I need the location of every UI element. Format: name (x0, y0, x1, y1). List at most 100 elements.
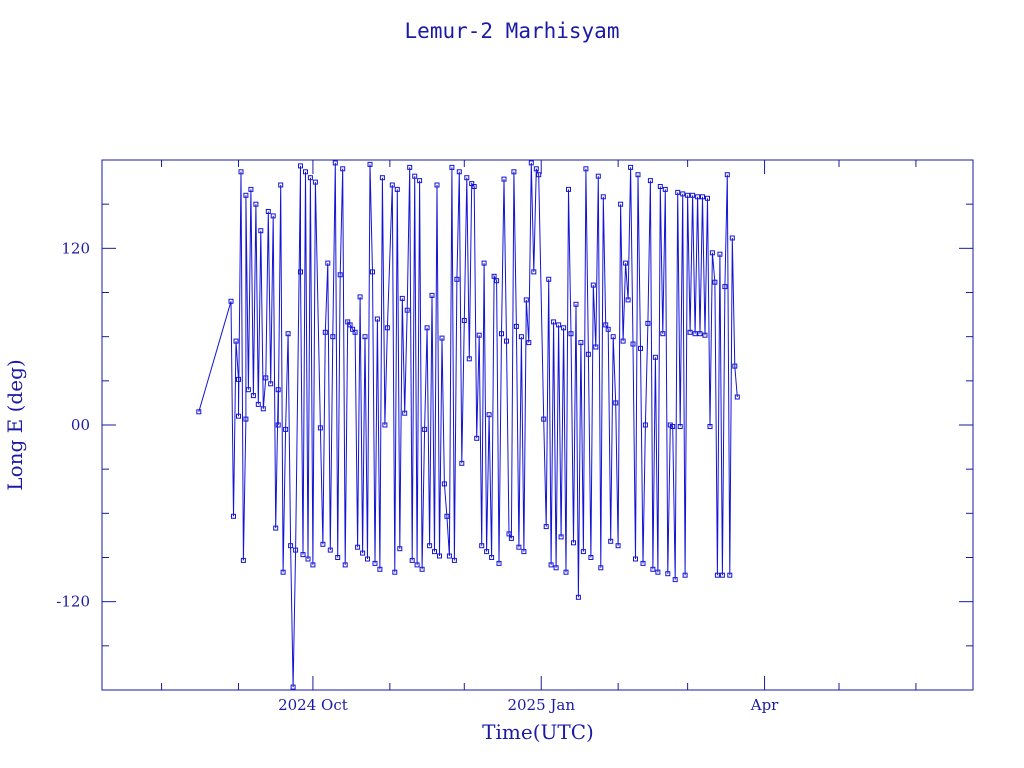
data-point (714, 572, 720, 578)
data-point (630, 341, 636, 347)
data-point (327, 547, 333, 553)
data-point (417, 178, 423, 184)
data-point (384, 325, 390, 331)
data-point (300, 552, 306, 558)
data-point (680, 191, 686, 197)
data-point (546, 276, 552, 282)
data-point (434, 182, 440, 188)
data-point (638, 345, 643, 351)
data-point (253, 201, 259, 207)
data-point (258, 228, 264, 234)
data-point (583, 166, 589, 172)
data-point (657, 184, 663, 189)
data-point (307, 175, 313, 181)
data-point (533, 166, 539, 172)
data-point (486, 412, 492, 418)
data-point (446, 553, 452, 559)
data-point (451, 557, 457, 563)
data-point (270, 213, 276, 219)
data-point (228, 298, 234, 304)
data-point (655, 569, 661, 575)
x-axis-label: Time(UTC) (482, 720, 594, 744)
data-point (692, 331, 698, 337)
data-point (553, 565, 559, 571)
x-tick-label: 2024 Oct (278, 696, 348, 714)
data-point (729, 235, 735, 241)
data-point (521, 549, 527, 555)
data-point (479, 543, 485, 549)
data-point (677, 424, 683, 429)
data-point (399, 295, 405, 301)
data-point (573, 301, 579, 307)
data-point (685, 192, 691, 198)
data-point (233, 338, 239, 344)
data-point (407, 164, 413, 170)
data-point (700, 194, 705, 200)
data-point (702, 332, 708, 338)
data-point (541, 416, 547, 422)
data-point (476, 332, 482, 338)
data-point (531, 269, 537, 275)
data-point (600, 194, 606, 200)
data-point (635, 172, 641, 178)
data-point (275, 422, 281, 428)
data-point (598, 565, 604, 571)
data-point (712, 279, 718, 285)
data-point (298, 163, 303, 169)
data-point (665, 571, 671, 577)
data-point (682, 572, 688, 578)
data-point (551, 319, 557, 325)
data-point (633, 556, 638, 562)
data-point (474, 435, 480, 441)
data-point (456, 169, 462, 175)
data-point (705, 195, 710, 201)
data-point (260, 406, 266, 412)
data-point (513, 323, 519, 329)
data-point (245, 387, 251, 393)
data-point (303, 169, 308, 175)
data-point (389, 182, 395, 188)
data-point (494, 278, 500, 284)
data-point (409, 557, 415, 563)
data-point (231, 513, 236, 519)
data-point (441, 481, 447, 487)
data-point (332, 160, 338, 166)
data-point (429, 292, 435, 298)
data-point (593, 344, 599, 350)
data-point (377, 566, 383, 572)
data-point (489, 555, 495, 560)
data-point (578, 340, 584, 346)
data-point (590, 282, 596, 288)
data-point (342, 562, 348, 568)
data-point (459, 460, 465, 466)
data-point (437, 553, 442, 559)
data-point (697, 331, 703, 337)
data-point (325, 260, 331, 266)
data-point (605, 326, 611, 332)
data-point (265, 209, 271, 214)
data-point (461, 318, 467, 323)
data-point (575, 594, 581, 600)
data-point (675, 189, 681, 195)
x-tick-label: Apr (750, 696, 779, 714)
data-point (481, 260, 487, 266)
data-point (625, 297, 631, 303)
data-point (610, 334, 616, 340)
data-point (645, 320, 651, 326)
data-point (466, 356, 472, 362)
data-point (238, 169, 244, 175)
data-point (672, 577, 678, 583)
data-point (568, 331, 574, 337)
data-point (320, 541, 326, 547)
data-point (278, 182, 284, 188)
y-tick-label: 120 (61, 239, 90, 257)
data-point (298, 269, 303, 275)
data-point (585, 351, 591, 357)
data-point (548, 562, 554, 568)
data-point (392, 569, 398, 575)
data-point (695, 194, 701, 200)
data-point (588, 555, 594, 560)
data-point (660, 331, 666, 337)
data-point (566, 186, 571, 192)
data-point (382, 422, 388, 428)
